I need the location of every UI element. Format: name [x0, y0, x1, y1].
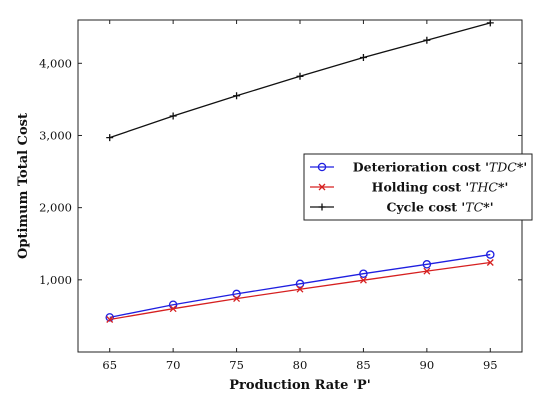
data-point	[359, 269, 368, 278]
y-tick-label: 3,000	[39, 128, 72, 142]
legend-entry: Cycle cost 'TC*'	[310, 200, 494, 215]
x-tick-label: 95	[483, 358, 498, 372]
legend-entry: Deterioration cost 'TDC*'	[310, 160, 527, 175]
series-line	[109, 22, 491, 139]
y-axis-label: Optimum Total Cost	[16, 113, 31, 259]
series-line	[109, 253, 491, 318]
legend-swatch-marker	[317, 162, 327, 172]
x-tick-label: 75	[229, 358, 244, 372]
y-tick-label: 1,000	[39, 273, 72, 287]
legend-swatch-marker	[318, 183, 326, 191]
series-3	[106, 19, 494, 142]
x-tick-label: 90	[420, 358, 435, 372]
data-point	[295, 279, 305, 289]
legend-label: Cycle cost 'TC*'	[386, 200, 493, 215]
data-point	[169, 112, 177, 120]
data-point	[169, 305, 177, 313]
legend-label: Holding cost 'THC*'	[372, 180, 509, 195]
legend-label: Deterioration cost 'TDC*'	[353, 160, 527, 175]
data-point	[423, 267, 431, 275]
data-point	[296, 285, 304, 293]
series-line	[109, 261, 491, 321]
legend-box	[303, 153, 533, 221]
data-point	[486, 259, 494, 266]
x-tick-label: 70	[166, 358, 181, 372]
data-point	[359, 276, 367, 284]
data-point	[233, 295, 241, 303]
data-point	[423, 36, 431, 44]
data-point	[486, 19, 494, 27]
legend-swatch-marker	[318, 203, 326, 211]
data-point	[296, 72, 304, 80]
series-1	[105, 250, 495, 322]
y-tick-label: 2,000	[39, 201, 72, 215]
y-tick-label: 4,000	[39, 56, 72, 70]
series-2	[106, 259, 494, 323]
data-point	[359, 54, 367, 62]
data-point	[232, 289, 241, 299]
legend-entry: Holding cost 'THC*'	[310, 180, 508, 195]
data-point	[422, 260, 432, 269]
data-point	[105, 313, 114, 322]
x-tick-label: 80	[293, 358, 308, 372]
data-point	[106, 316, 114, 323]
x-tick-label: 85	[356, 358, 371, 372]
x-tick-label: 65	[102, 358, 117, 372]
data-point	[106, 134, 114, 142]
data-point	[233, 92, 241, 100]
x-axis-label: Production Rate 'P'	[229, 378, 370, 393]
data-point	[486, 250, 495, 259]
